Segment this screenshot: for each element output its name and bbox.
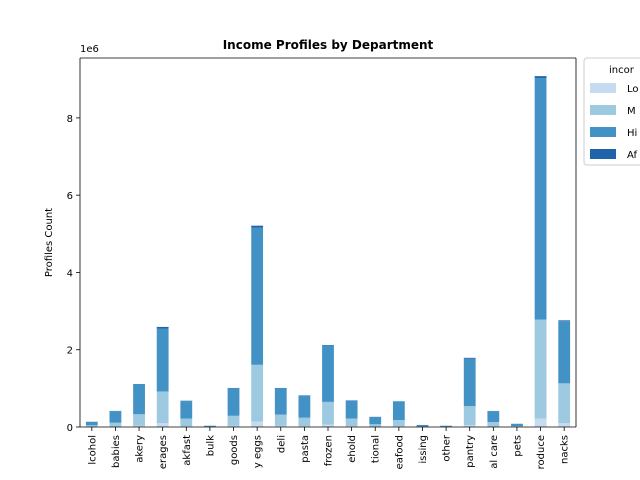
bar-segment-hi-6 [227, 388, 240, 416]
x-tick-label: issing [418, 435, 429, 464]
bar-segment-hi-2 [133, 384, 145, 415]
bar-segment-af-10 [322, 345, 334, 346]
bar-segment-m-13 [392, 420, 405, 427]
bar-segment-hi-18 [511, 423, 523, 427]
legend-label-hi: Hi [627, 128, 637, 139]
bar-segment-hi-9 [298, 395, 311, 418]
bar-segment-m-20 [558, 383, 571, 424]
y-tick-label: 0 [67, 423, 73, 434]
y-tick-label: 4 [67, 268, 73, 279]
x-tick-label: babies [111, 435, 122, 468]
bar-segment-lo-20 [558, 423, 571, 427]
bar-segment-lo-19 [534, 418, 547, 427]
bar-segment-m-16 [463, 406, 476, 426]
legend-title: incor [609, 65, 635, 76]
x-tick-label: erages [158, 435, 169, 469]
bar-segment-af-19 [534, 76, 547, 79]
x-tick-label: pantry [465, 435, 476, 468]
x-tick-label: roduce [536, 435, 547, 469]
bar-segment-m-17 [487, 421, 500, 427]
x-tick-label: pasta [300, 435, 311, 463]
bar-segment-hi-10 [322, 345, 334, 402]
x-tick-label: nacks [560, 435, 571, 464]
chart-title: Income Profiles by Department [223, 38, 434, 52]
x-tick-label: other [442, 434, 453, 462]
bar-segment-hi-0 [85, 421, 98, 426]
bar-segment-hi-8 [274, 388, 287, 415]
legend-swatch-m [590, 105, 616, 115]
y-axis-label: Profiles Count [44, 208, 55, 277]
bar-segment-hi-12 [369, 416, 382, 425]
bar-segment-m-19 [534, 319, 547, 419]
bar-segment-m-11 [345, 418, 358, 427]
bar-segment-m-10 [322, 401, 334, 425]
legend-swatch-lo [590, 83, 616, 93]
bar-segment-hi-4 [180, 401, 193, 419]
bar-segment-af-7 [251, 225, 264, 228]
x-tick-label: eafood [394, 435, 405, 469]
legend-label-lo: Lo [627, 84, 639, 95]
bar-segment-af-3 [156, 326, 169, 329]
bar-segment-hi-13 [392, 401, 405, 421]
bar-segment-hi-11 [345, 400, 358, 419]
bar-segment-af-16 [463, 357, 476, 359]
bar-segment-m-7 [251, 364, 264, 422]
x-tick-label: deli [276, 435, 287, 453]
bar-segment-lo-2 [133, 425, 145, 427]
legend-label-m: M [627, 106, 636, 117]
bar-segment-hi-19 [534, 78, 547, 320]
bar-segment-hi-14 [416, 424, 429, 427]
bar-segment-hi-20 [558, 321, 571, 384]
bar-segment-m-4 [180, 418, 193, 427]
legend-swatch-hi [590, 127, 616, 137]
bar-segment-lo-10 [322, 424, 334, 427]
bar-segment-lo-7 [251, 421, 264, 427]
x-tick-label: pets [512, 435, 523, 457]
y-tick-label: 6 [67, 191, 73, 202]
x-tick-label: y eggs [253, 435, 264, 468]
bar-segment-m-3 [156, 391, 169, 424]
bar-segment-m-12 [369, 424, 382, 427]
bar-segment-m-9 [298, 417, 311, 427]
x-tick-label: goods [229, 435, 240, 465]
bar-segment-m-18 [511, 426, 523, 427]
bar-segment-m-8 [274, 414, 287, 426]
bars [85, 76, 571, 427]
bar-segment-lo-16 [463, 425, 476, 427]
bar-segment-m-6 [227, 415, 240, 426]
bar-segment-lo-8 [274, 425, 287, 427]
bar-segment-m-0 [85, 425, 98, 427]
bar-segment-hi-3 [156, 328, 169, 392]
bar-segment-lo-6 [227, 425, 240, 427]
x-tick-label: akfast [182, 435, 193, 466]
bar-segment-hi-5 [204, 425, 216, 427]
bar-segment-hi-15 [440, 425, 452, 427]
bar-segment-hi-17 [487, 411, 500, 422]
bar-segment-hi-16 [463, 358, 476, 407]
x-tick-label: akery [135, 435, 146, 463]
y-tick-label: 2 [67, 346, 73, 357]
x-tick-label: frozen [324, 435, 335, 466]
bar-segment-hi-7 [251, 227, 264, 365]
x-tick-label: lcohol [87, 435, 98, 465]
x-tick-label: al care [489, 435, 500, 469]
legend: incor Lo M Hi Af [583, 57, 640, 166]
legend-swatch-af [590, 149, 616, 159]
x-tick-label: bulk [205, 435, 216, 456]
legend-label-af: Af [627, 150, 637, 161]
y-tick-label: 8 [67, 114, 73, 125]
x-tick-label: ehold [347, 435, 358, 463]
bar-segment-hi-1 [109, 411, 122, 423]
bar-segment-lo-3 [156, 423, 169, 427]
x-tick-label: tional [371, 435, 382, 463]
bar-segment-af-20 [558, 320, 571, 322]
y-offset-label: 1e6 [80, 44, 99, 55]
bar-segment-m-2 [133, 414, 145, 426]
bar-segment-m-1 [109, 422, 122, 427]
